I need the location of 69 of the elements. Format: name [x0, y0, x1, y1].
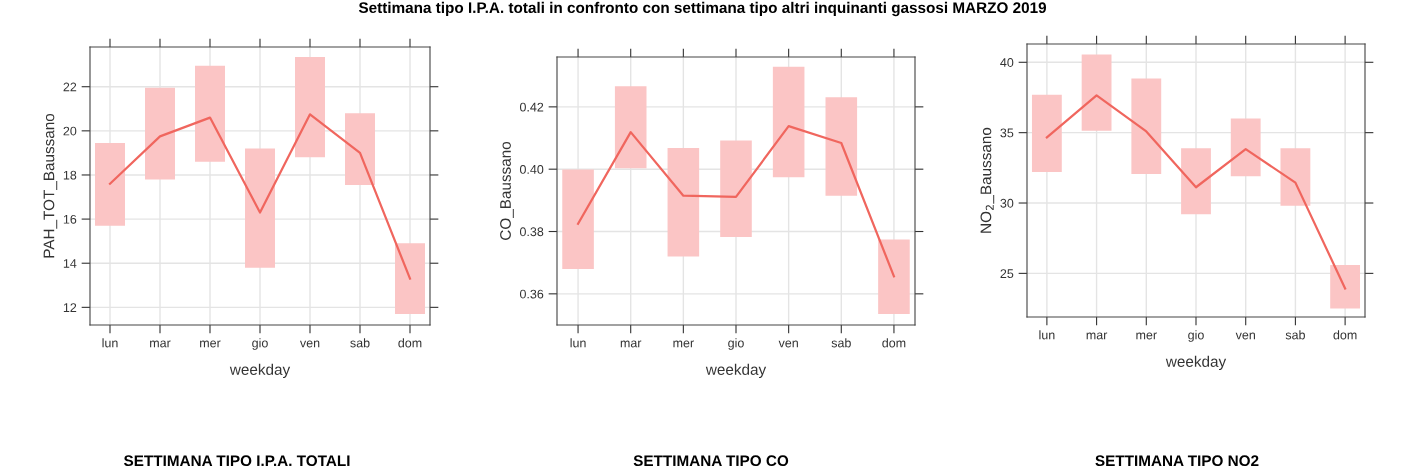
y-tick-label: 12 — [63, 303, 77, 312]
bar — [395, 243, 425, 314]
y-tick-label: 0.36 — [519, 289, 544, 299]
x-tick-label: sab — [831, 338, 851, 348]
y-tick-label: 25 — [1000, 269, 1014, 279]
bar — [145, 87, 175, 180]
line-series — [1045, 94, 1347, 290]
x-tick-label: mar — [620, 340, 642, 348]
bar — [1280, 148, 1311, 206]
y-tick-label: 16 — [63, 214, 77, 224]
text: SETTIMANA TIPO I.P.A. TOTALI — [123, 455, 350, 467]
y-tick-label: 14 — [63, 259, 77, 268]
y-tick-label: 30 — [1000, 198, 1014, 208]
x-axis-title: weekday — [705, 363, 767, 378]
x-tick-label: gio — [728, 338, 744, 350]
bar — [95, 142, 125, 226]
bar — [772, 66, 805, 178]
y-axis-title: CO_Baussano — [500, 141, 514, 240]
text: SETTIMANA TIPO NO2 — [1095, 455, 1259, 467]
bar — [1181, 148, 1211, 215]
bar — [1031, 94, 1062, 173]
x-tick-label: lun — [1039, 330, 1055, 340]
x-tick-label: ven — [778, 340, 798, 348]
y-tick-label: 22 — [63, 82, 77, 92]
bar — [1330, 264, 1361, 309]
x-tick-label: mer — [673, 340, 694, 348]
x-tick-label: lun — [102, 338, 118, 348]
y-tick-label: 40 — [1000, 58, 1014, 67]
x-tick-label: ven — [1235, 332, 1255, 340]
x-tick-label: mar — [1086, 332, 1108, 340]
y-tick-label: 0.42 — [519, 102, 544, 112]
x-tick-label: lun — [570, 338, 586, 348]
x-axis-title: weekday — [1165, 355, 1227, 370]
bar — [825, 97, 858, 196]
text: Settimana tipo I.P.A. totali in confronto con settimana tipo altri inquinanti gassosi MARZO 2019 — [358, 1, 1047, 17]
line-series — [576, 125, 896, 278]
x-tick-label: sab — [1285, 330, 1305, 340]
x-tick-label: mer — [1136, 332, 1157, 340]
x-tick-label: dom — [882, 338, 906, 348]
bar — [1230, 118, 1261, 177]
y-tick-label: 35 — [1000, 128, 1014, 138]
bar — [195, 65, 225, 162]
bar — [878, 239, 910, 315]
bar — [245, 148, 275, 268]
bar — [720, 140, 752, 238]
bar — [1131, 78, 1162, 174]
x-tick-label: gio — [1188, 330, 1204, 342]
y-axis-title: NO$_{2}$_Baussano — [980, 127, 995, 233]
text: SETTIMANA TIPO CO — [633, 455, 789, 467]
x-tick-label: mer — [200, 340, 221, 348]
x-tick-label: dom — [398, 338, 422, 348]
bar — [1081, 54, 1112, 131]
bar — [345, 113, 375, 185]
x-tick-label: gio — [252, 338, 268, 350]
y-axis-title: PAH_TOT_Baussano — [43, 113, 58, 258]
bar — [614, 86, 647, 169]
line-series — [108, 113, 412, 280]
bar — [667, 148, 700, 257]
x-tick-label: sab — [350, 338, 370, 348]
x-tick-label: mar — [150, 340, 171, 348]
y-tick-label: 20 — [63, 126, 77, 136]
y-tick-label: 18 — [63, 170, 77, 180]
bar — [562, 169, 594, 269]
x-tick-label: ven — [299, 340, 320, 348]
x-tick-label: dom — [1333, 330, 1357, 340]
x-axis-title: weekday — [229, 363, 291, 378]
bar — [295, 56, 325, 158]
y-tick-label: 0.40 — [519, 164, 544, 174]
y-tick-label: 0.38 — [519, 227, 544, 237]
